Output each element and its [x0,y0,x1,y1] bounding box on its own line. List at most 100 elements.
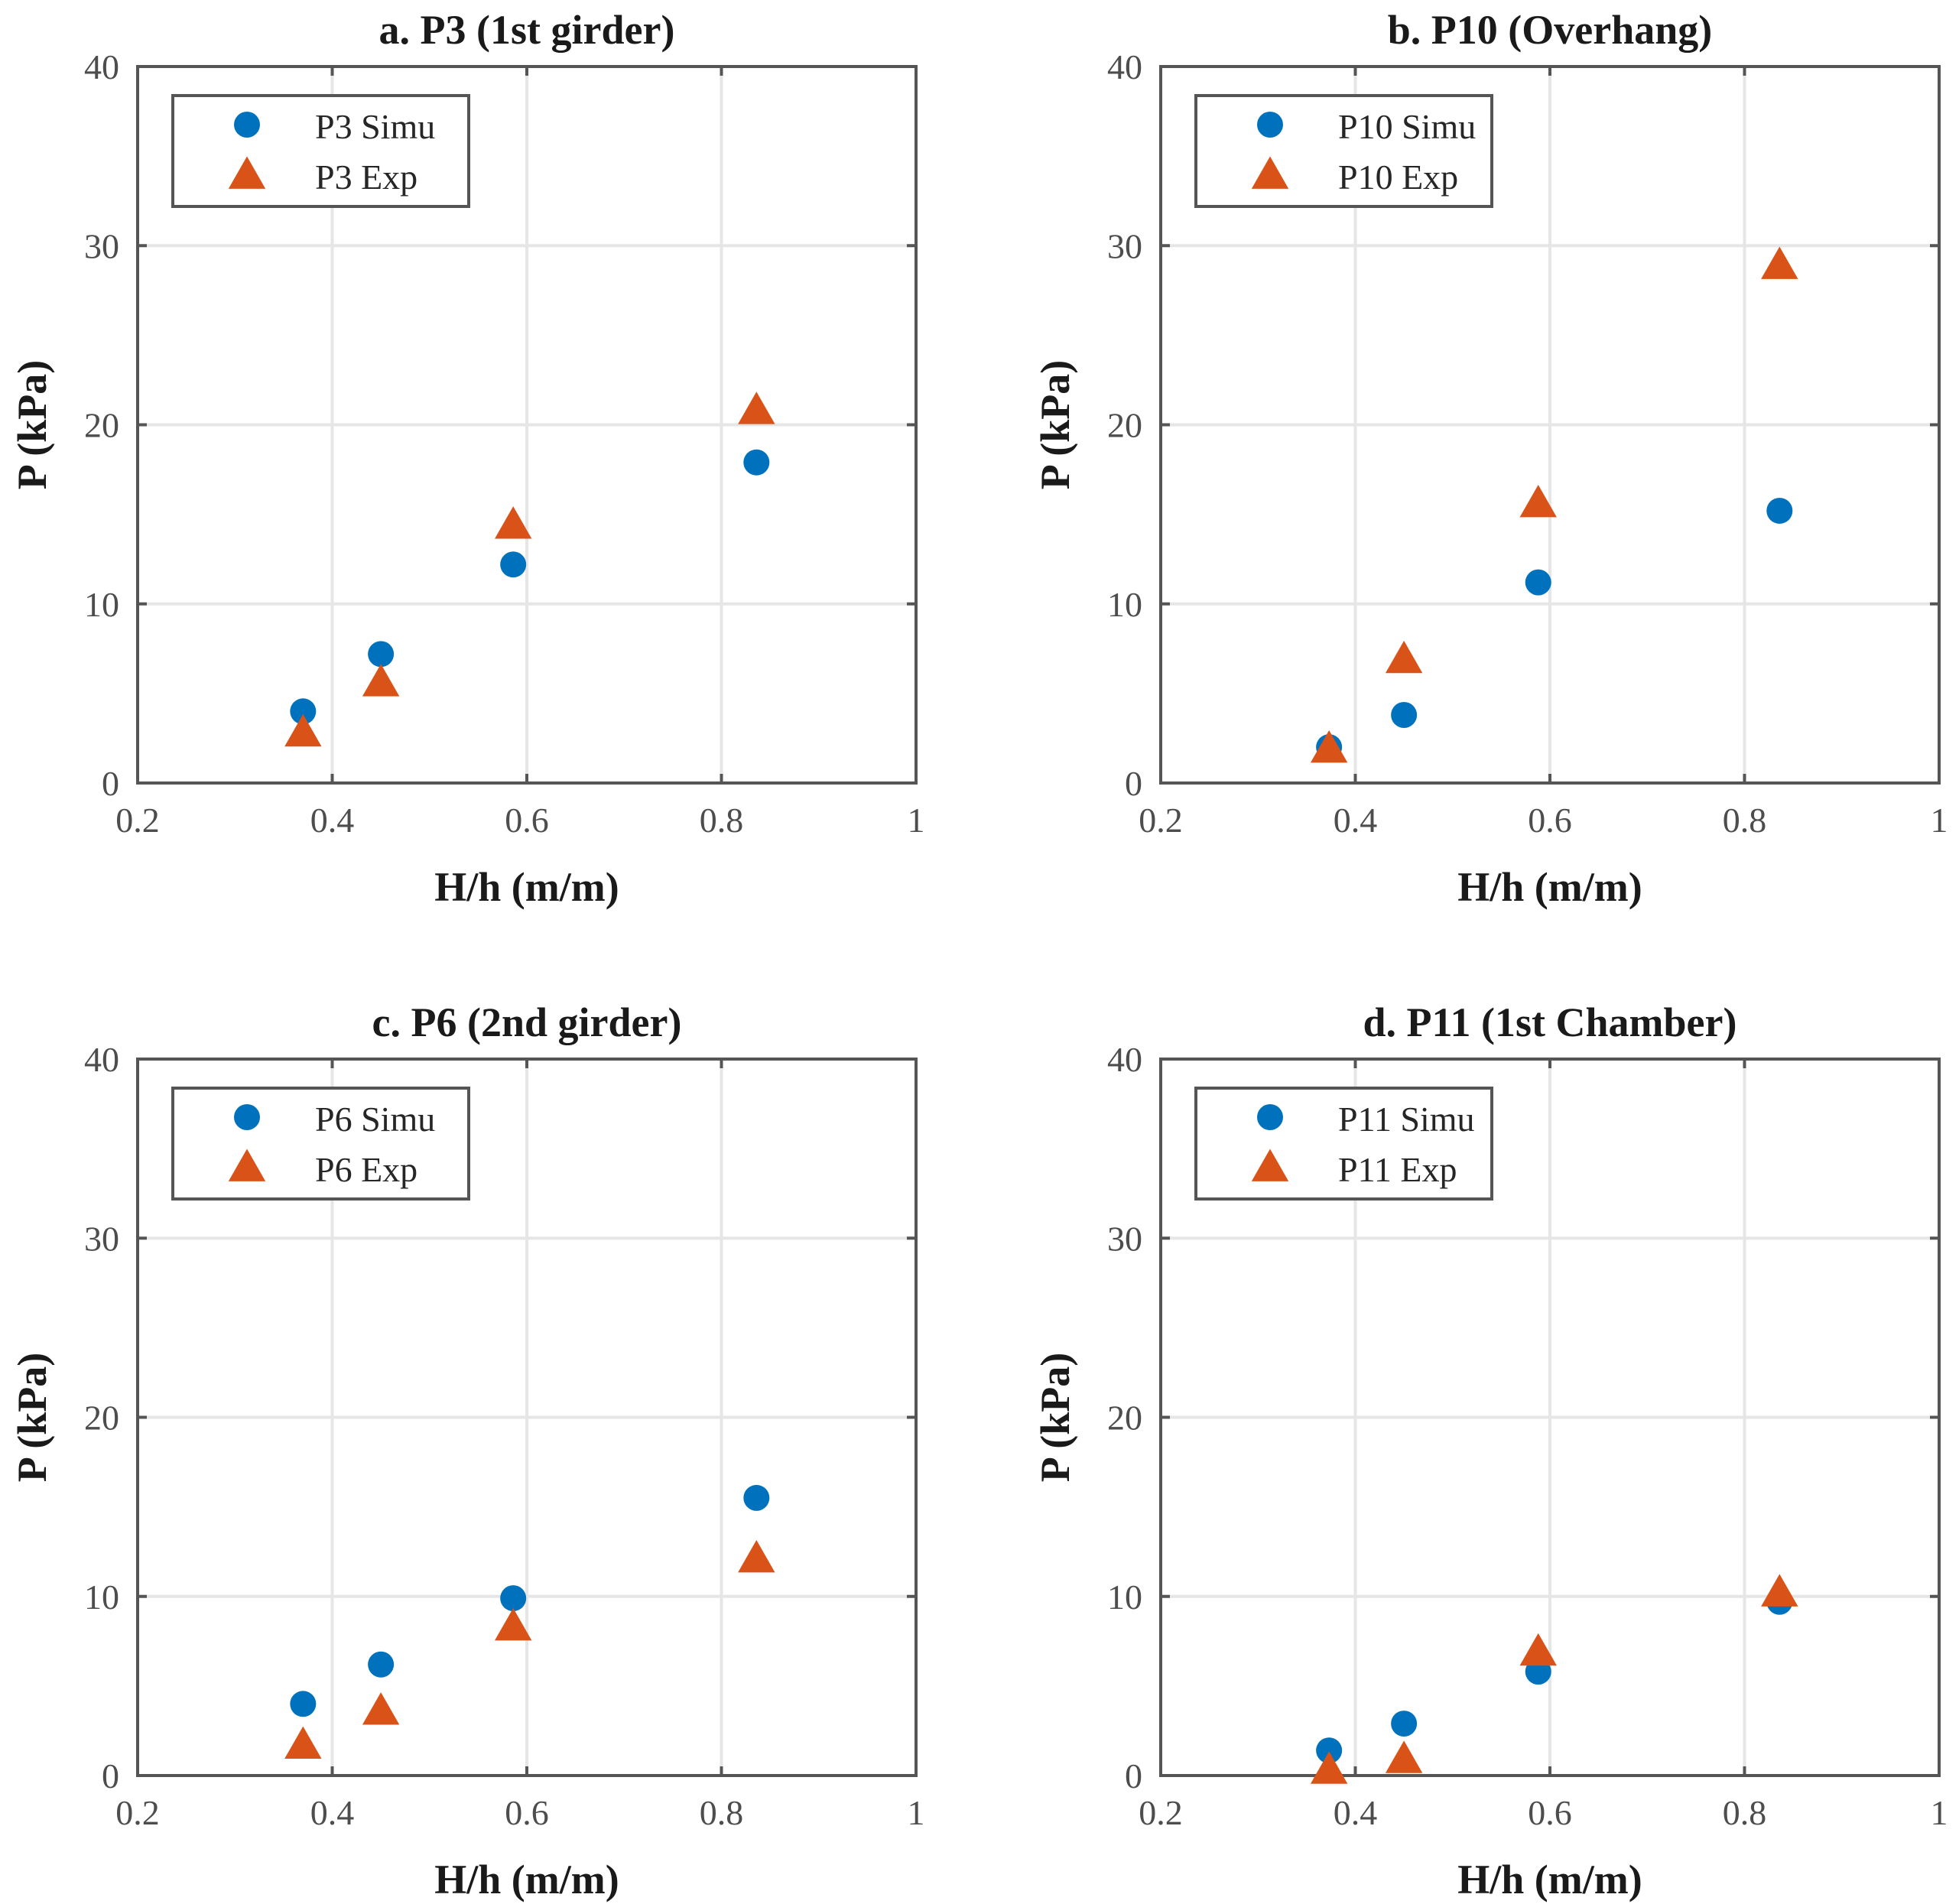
x-axis-label: H/h (m/m) [1457,864,1642,910]
y-tick-label: 40 [84,1040,119,1079]
legend-marker-triangle [228,156,266,189]
x-tick-label: 0.2 [115,801,160,840]
data-point-triangle [738,1540,775,1573]
y-tick-label: 10 [84,585,119,624]
legend-box [171,1087,470,1201]
x-tick-label: 0.2 [1139,1793,1183,1832]
data-point-triangle [1519,485,1557,518]
legend-marker-circle [234,1104,260,1130]
data-point-triangle [362,1692,400,1725]
data-point-triangle [738,392,775,424]
data-point-circle [743,1484,770,1511]
x-tick-label: 1 [908,1793,925,1832]
data-point-triangle [1519,1633,1557,1666]
legend-entry-label: P6 Simu [315,1100,435,1139]
legend-entry-label: P3 Simu [315,107,435,146]
legend-entry-label: P10 Exp [1338,158,1458,197]
x-tick-label: 0.6 [505,1793,549,1832]
y-tick-label: 40 [1107,47,1142,86]
legend-entry-label: P3 Exp [315,158,417,197]
legend: P6 Simu P6 Exp [171,1087,470,1201]
data-point-circle [1316,1737,1343,1764]
y-tick-label: 10 [84,1577,119,1616]
data-point-triangle [284,713,322,747]
x-tick-label: 0.2 [1139,801,1183,840]
y-axis-label: P (kPa) [9,1353,55,1483]
data-point-circle [1525,569,1551,596]
series-exp [1310,1574,1798,1784]
legend-entry-label: P11 Exp [1338,1150,1457,1189]
legend: P11 Simu P11 Exp [1194,1087,1493,1201]
y-tick-label: 20 [84,1399,119,1438]
data-point-triangle [1761,1574,1798,1607]
x-tick-label: 0.2 [115,1793,160,1832]
x-tick-label: 0.4 [310,1793,355,1832]
y-tick-label: 20 [84,406,119,445]
y-tick-label: 20 [1107,1399,1142,1438]
data-point-circle [290,698,317,725]
data-point-circle [1391,1711,1418,1737]
x-tick-label: 0.6 [505,801,549,840]
x-tick-label: 0.6 [1528,801,1572,840]
data-point-circle [743,449,770,476]
legend-box [1194,1087,1493,1201]
data-point-triangle [494,1608,532,1641]
x-tick-label: 0.8 [1723,1793,1767,1832]
data-point-circle [368,1651,395,1678]
x-tick-label: 0.4 [310,801,355,840]
x-tick-label: 1 [1931,1793,1948,1832]
chart-title: d. P11 (1st Chamber) [1363,999,1737,1045]
series-exp [284,1540,775,1759]
x-axis-label: H/h (m/m) [1457,1857,1642,1902]
data-point-triangle [362,664,400,697]
y-tick-label: 30 [1107,226,1142,265]
y-tick-label: 20 [1107,406,1142,445]
legend-marker-circle [234,112,260,138]
chart-title: b. P10 (Overhang) [1388,7,1713,53]
legend-marker-triangle [1251,1149,1289,1181]
data-point-triangle [1310,729,1348,763]
x-tick-label: 0.8 [1723,801,1767,840]
legend-box [1194,94,1493,208]
legend: P10 Simu P10 Exp [1194,94,1493,208]
y-axis-label: P (kPa) [1032,1353,1078,1483]
legend-entry-label: P6 Exp [315,1150,417,1189]
y-tick-label: 30 [1107,1219,1142,1258]
y-tick-label: 0 [1125,764,1142,803]
legend-marker-triangle [1251,156,1289,189]
legend-marker-circle [1257,112,1283,138]
data-point-triangle [284,1726,322,1759]
y-tick-label: 30 [84,1219,119,1258]
series-simu [290,449,770,725]
legend-entry-label: P10 Simu [1338,107,1476,146]
x-tick-label: 0.4 [1334,801,1378,840]
data-point-circle [1391,701,1418,728]
y-tick-label: 0 [102,1756,119,1795]
x-tick-label: 1 [1931,801,1948,840]
y-axis-label: P (kPa) [1032,360,1078,490]
data-point-circle [500,551,527,578]
y-axis-label: P (kPa) [9,360,55,490]
y-tick-label: 10 [1107,1577,1142,1616]
data-point-circle [1766,497,1793,524]
data-point-triangle [494,506,532,539]
legend: P3 Simu P3 Exp [171,94,470,208]
series-simu [290,1484,770,1717]
legend-entry-label: P11 Simu [1338,1100,1475,1139]
x-axis-label: H/h (m/m) [434,864,619,910]
data-point-triangle [1761,246,1798,279]
x-tick-label: 0.4 [1334,1793,1378,1832]
data-point-circle [500,1585,527,1612]
x-tick-label: 0.8 [700,801,744,840]
y-tick-label: 0 [102,764,119,803]
y-tick-label: 0 [1125,1756,1142,1795]
x-tick-label: 0.8 [700,1793,744,1832]
chart-title: a. P3 (1st girder) [379,7,675,53]
y-tick-label: 10 [1107,585,1142,624]
y-tick-label: 40 [1107,1040,1142,1079]
legend-marker-triangle [228,1149,266,1181]
